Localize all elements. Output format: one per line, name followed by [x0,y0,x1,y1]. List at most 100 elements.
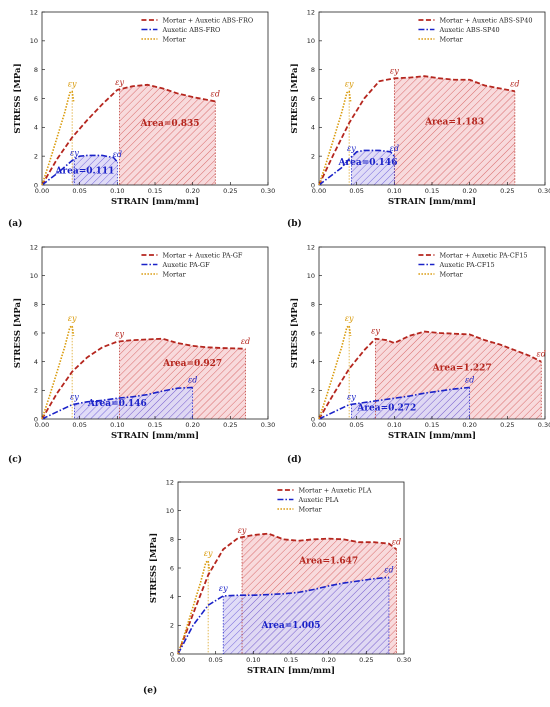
area-label: Area=0.272 [356,403,416,413]
y-tick-label: 10 [30,37,38,45]
area-hatch [74,387,193,419]
strain-marker-label: εd [392,537,401,546]
y-tick-label: 4 [170,593,174,601]
x-tick-label: 0.25 [223,421,237,429]
series-line-auxetic [318,386,470,420]
x-tick-label: 0.15 [148,187,162,195]
strain-marker-label: εd [241,337,250,346]
y-tick-label: 2 [311,152,315,160]
legend-entry: Mortar + Auxetic PLA [298,486,371,494]
y-tick-label: 4 [34,124,38,132]
series-line-composite [41,83,216,186]
x-tick-label: 0.25 [223,187,237,195]
x-tick-label: 0.30 [261,421,275,429]
area-label: Area=1.183 [424,117,484,127]
x-tick-label: 0.05 [208,656,222,664]
x-tick-label: 0.10 [387,187,401,195]
x-axis-label: STRAIN [mm/mm] [388,431,476,441]
y-tick-label: 2 [34,152,38,160]
x-tick-label: 0.30 [397,656,411,664]
strain-marker-label: εy [345,314,354,323]
y-tick-label: 4 [311,124,315,132]
x-tick-label: 0.05 [349,421,363,429]
legend-entry: Mortar [439,270,463,278]
y-tick-label: 10 [307,272,315,280]
x-tick-label: 0.20 [462,187,476,195]
legend-entry: Auxetic PLA [297,496,338,504]
strain-marker-label: εy [70,148,79,157]
area-hatch [351,150,395,185]
strain-marker-label: εd [465,375,474,384]
y-tick-label: 4 [311,358,315,366]
y-tick-label: 0 [170,650,174,658]
series-line-auxetic [318,149,395,186]
legend-entry: Auxetic PA-CF15 [438,261,494,269]
legend-entry: Auxetic PA-GF [161,261,210,269]
area-hatch [119,84,216,185]
strain-marker-label: εy [371,327,380,336]
y-tick-label: 4 [34,358,38,366]
x-tick-label: 0.30 [261,187,275,195]
y-tick-label: 6 [170,564,174,572]
series-line-mortar [318,325,352,420]
strain-marker-label: εy [347,393,356,402]
x-tick-label: 0.10 [110,187,124,195]
y-axis-label: STRESS [MPa] [290,298,300,368]
strain-marker-label: εd [211,89,220,98]
strain-marker-label: εy [204,549,213,558]
series-line-composite [318,330,542,420]
area-label: Area=0.146 [87,399,147,409]
strain-marker-label: εd [113,150,122,159]
strain-marker-label: εd [188,375,197,384]
area-hatch [394,76,515,185]
legend-entry: Auxetic ABS-SP40 [438,26,499,34]
strain-marker-label: εy [115,330,124,339]
chart-panel-4: 0.00 0.05 0.10 0.15 0.20 0.25 0.30 0 2 4 6 8 10 12 STR… [143,478,411,696]
strain-marker-label: εd [510,79,519,88]
area-label: Area=0.146 [337,158,397,168]
area-hatch [351,387,470,419]
x-tick-label: 0.10 [387,421,401,429]
y-tick-label: 12 [166,478,174,486]
area-label: Area=0.835 [140,119,200,129]
x-tick-label: 0.00 [35,421,49,429]
panel-label: (b) [287,218,302,229]
x-tick-label: 0.05 [349,187,363,195]
x-tick-label: 0.00 [312,421,326,429]
x-tick-label: 0.20 [321,656,335,664]
y-tick-label: 2 [34,387,38,395]
legend-entry: Mortar + Auxetic ABS-FRO [162,16,253,24]
strain-marker-label: εy [238,526,247,535]
x-tick-label: 0.15 [148,421,162,429]
y-axis-label: STRESS [MPa] [13,63,23,133]
x-tick-label: 0.25 [500,187,514,195]
y-tick-label: 12 [307,8,315,16]
series-line-mortar [41,90,75,186]
y-tick-label: 0 [311,415,315,423]
x-axis-label: STRAIN [mm/mm] [247,666,335,676]
y-tick-label: 12 [30,243,38,251]
x-tick-label: 0.20 [185,187,199,195]
x-tick-label: 0.30 [538,421,550,429]
x-axis-label: STRAIN [mm/mm] [111,431,199,441]
area-label: Area=1.005 [260,621,320,631]
x-tick-label: 0.05 [72,421,86,429]
chart-panel-1: 0.00 0.05 0.10 0.15 0.20 0.25 0.30 0 2 4 6 8 10 12 STR… [287,8,550,229]
series-line-composite [177,532,398,655]
legend-entry: Mortar + Auxetic PA-CF15 [439,251,527,259]
area-label: Area=1.647 [298,557,358,567]
y-tick-label: 0 [34,415,38,423]
strain-marker-label: εy [345,79,354,88]
strain-marker-label: εy [70,393,79,402]
strain-marker-label: εd [390,144,399,153]
y-tick-label: 2 [311,387,315,395]
legend-entry: Mortar + Auxetic ABS-SP40 [439,16,532,24]
x-tick-label: 0.30 [538,187,550,195]
y-tick-label: 10 [166,507,174,515]
y-tick-label: 6 [311,329,315,337]
y-axis-label: STRESS [MPa] [149,533,159,603]
chart-panel-0: 0.00 0.05 0.10 0.15 0.20 0.25 0.30 0 2 4 6 8 10 12 STR… [8,8,275,229]
series-line-mortar [177,560,211,655]
series-line-auxetic [41,386,193,420]
